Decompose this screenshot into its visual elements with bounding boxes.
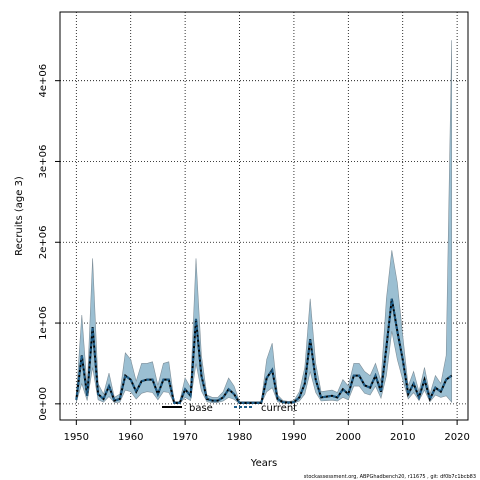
- x-tick-label: 2000: [336, 432, 361, 443]
- confidence-band: [76, 40, 452, 404]
- y-tick-label: 0e+00: [38, 387, 49, 421]
- x-tick-label: 1970: [172, 432, 197, 443]
- series-line-current: [75, 298, 453, 404]
- grid: [60, 12, 468, 420]
- x-tick-label: 1980: [227, 432, 252, 443]
- x-axis-title: Years: [250, 458, 277, 469]
- x-tick-label: 1960: [118, 432, 143, 443]
- legend-label-base: base: [189, 403, 213, 414]
- x-tick-label: 2010: [390, 432, 415, 443]
- confidence-band-layer: [76, 40, 452, 404]
- x-tick-label: 2020: [444, 432, 469, 443]
- series-layer: [75, 298, 453, 404]
- y-axis-title: Recruits (age 3): [14, 176, 25, 256]
- y-axis: 0e+00 1e+06 2e+06 3e+06 4e+06: [38, 64, 60, 421]
- y-tick-label: 4e+06: [38, 64, 49, 98]
- plot-frame: [59, 11, 469, 421]
- x-tick-label: 1990: [281, 432, 306, 443]
- y-tick-label: 3e+06: [38, 145, 49, 179]
- x-tick-label: 1950: [64, 432, 89, 443]
- legend: base current: [162, 403, 297, 414]
- y-tick-label: 1e+06: [38, 306, 49, 340]
- legend-label-current: current: [261, 403, 297, 414]
- x-axis: 1950 1960 1970 1980 1990 2000 2010 2020: [64, 420, 470, 443]
- footer-note: stockassessment.org, ABPGhadbench20, r11…: [304, 474, 476, 480]
- y-tick-label: 2e+06: [38, 225, 49, 259]
